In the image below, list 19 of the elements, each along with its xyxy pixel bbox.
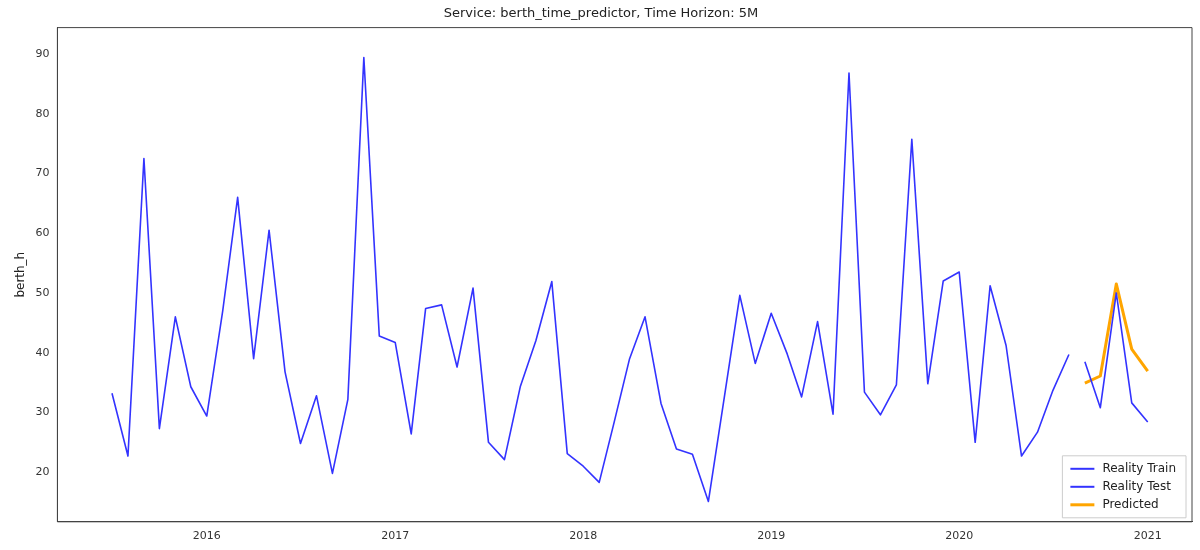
x-tick-label: 2019 — [757, 529, 786, 543]
y-tick-label: 30 — [35, 405, 50, 419]
legend-label: Predicted — [1102, 496, 1159, 511]
x-tick-label: 2016 — [192, 529, 221, 543]
y-tick-label: 20 — [35, 465, 50, 479]
x-tick-label: 2020 — [945, 529, 974, 543]
y-tick-label: 40 — [35, 345, 50, 359]
x-tick-label: 2018 — [569, 529, 598, 543]
y-tick-label: 70 — [35, 166, 50, 180]
x-tick-label: 2021 — [1133, 529, 1162, 543]
legend-label: Reality Train — [1102, 460, 1177, 475]
x-tick-label: 2017 — [381, 529, 410, 543]
legend-label: Reality Test — [1102, 478, 1172, 493]
y-tick-label: 50 — [35, 285, 50, 299]
y-tick-label: 60 — [35, 226, 50, 240]
y-tick-label: 90 — [35, 46, 50, 60]
chart-title: Service: berth_time_predictor, Time Horizon: 5M — [443, 5, 759, 21]
y-axis-title: berth_h — [13, 251, 28, 298]
y-tick-label: 80 — [35, 106, 50, 120]
